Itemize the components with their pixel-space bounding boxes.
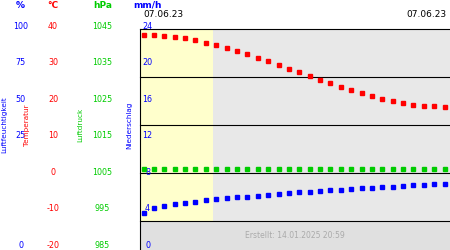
- Text: 10: 10: [48, 131, 58, 140]
- Text: 0: 0: [18, 240, 23, 250]
- Text: 07.06.23: 07.06.23: [406, 10, 446, 19]
- Text: 8: 8: [145, 168, 150, 176]
- Text: 25: 25: [16, 131, 26, 140]
- Text: hPa: hPa: [93, 1, 112, 10]
- Text: 1045: 1045: [93, 22, 112, 31]
- Bar: [140, 125, 213, 173]
- Text: 1035: 1035: [93, 58, 112, 67]
- Text: 16: 16: [143, 95, 153, 104]
- Text: Luftfeuchtigkeit: Luftfeuchtigkeit: [1, 96, 8, 153]
- Text: 24: 24: [143, 22, 153, 31]
- Text: Temperatur: Temperatur: [24, 104, 30, 146]
- Text: -10: -10: [47, 204, 59, 213]
- Text: 30: 30: [48, 58, 58, 67]
- Bar: [140, 221, 450, 250]
- Bar: [140, 173, 213, 221]
- Text: 1015: 1015: [93, 131, 112, 140]
- Text: 40: 40: [48, 22, 58, 31]
- Text: 07.06.23: 07.06.23: [144, 10, 184, 19]
- Bar: [140, 29, 213, 77]
- Text: 0: 0: [145, 240, 150, 250]
- Text: °C: °C: [48, 1, 58, 10]
- Text: 1025: 1025: [93, 95, 112, 104]
- Bar: [213, 77, 450, 125]
- Bar: [213, 173, 450, 221]
- Text: 20: 20: [48, 95, 58, 104]
- Text: Niederschlag: Niederschlag: [126, 101, 132, 149]
- Bar: [140, 77, 213, 125]
- Text: 75: 75: [16, 58, 26, 67]
- Bar: [0, 0, 450, 29]
- Text: Erstellt: 14.01.2025 20:59: Erstellt: 14.01.2025 20:59: [245, 231, 345, 240]
- Bar: [213, 29, 450, 77]
- Text: 1005: 1005: [93, 168, 112, 176]
- Text: %: %: [16, 1, 25, 10]
- Text: 0: 0: [50, 168, 56, 176]
- Text: 995: 995: [95, 204, 110, 213]
- Text: 12: 12: [143, 131, 153, 140]
- Text: 50: 50: [16, 95, 26, 104]
- Text: 100: 100: [13, 22, 28, 31]
- Text: mm/h: mm/h: [133, 1, 162, 10]
- Text: Luftdruck: Luftdruck: [77, 108, 83, 142]
- Bar: [213, 125, 450, 173]
- Text: 985: 985: [95, 240, 110, 250]
- Text: -20: -20: [47, 240, 59, 250]
- Text: 4: 4: [145, 204, 150, 213]
- Text: 20: 20: [143, 58, 153, 67]
